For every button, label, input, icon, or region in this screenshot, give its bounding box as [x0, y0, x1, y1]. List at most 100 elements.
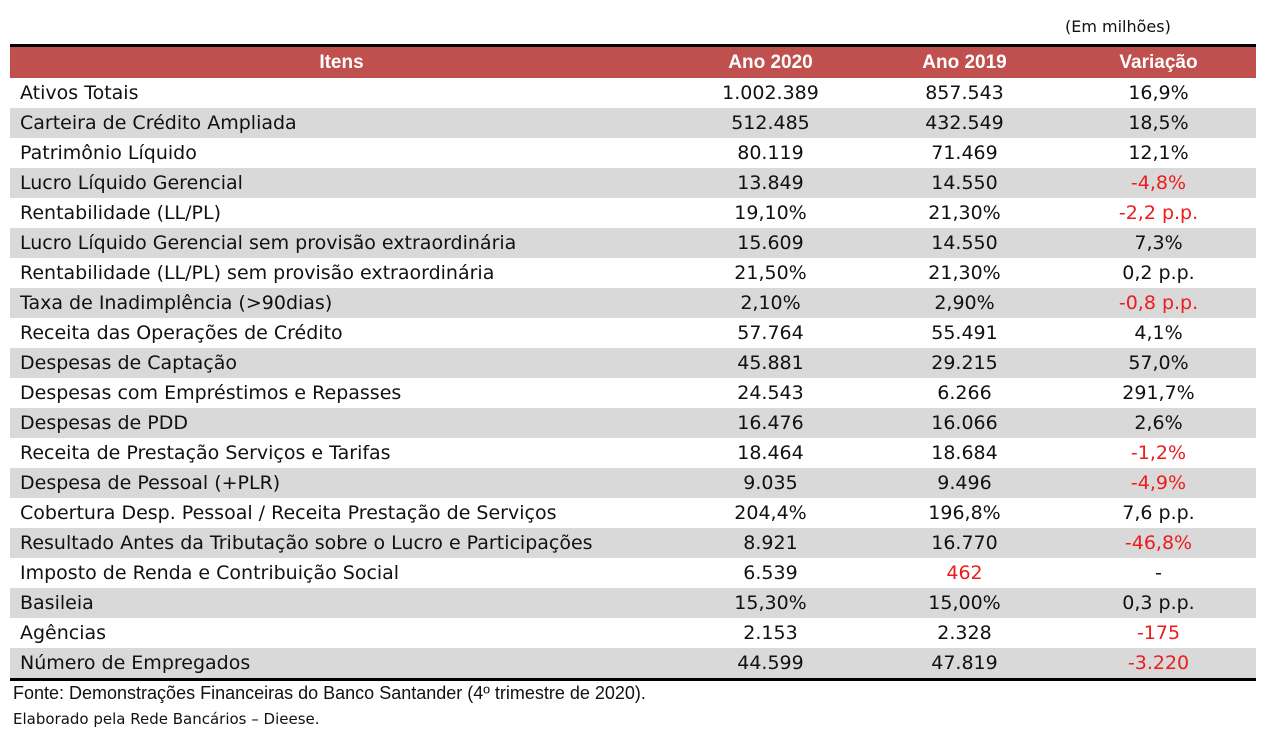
table-row: Agências 2.153 2.328 -175: [10, 618, 1256, 648]
financial-table: Itens Ano 2020 Ano 2019 Variação Ativos …: [10, 44, 1256, 681]
row-item-label: Despesas de Captação: [10, 348, 673, 378]
row-variation: -46,8%: [1061, 528, 1256, 558]
table-row: Taxa de Inadimplência (>90dias) 2,10% 2,90…: [10, 288, 1256, 318]
header-variation: Variação: [1061, 45, 1256, 78]
row-value-2019: 14.550: [868, 228, 1061, 258]
row-variation: 0,3 p.p.: [1061, 588, 1256, 618]
row-value-2019: 16.066: [868, 408, 1061, 438]
row-variation: 16,9%: [1061, 78, 1256, 108]
row-item-label: Lucro Líquido Gerencial sem provisão ext…: [10, 228, 673, 258]
row-item-label: Número de Empregados: [10, 648, 673, 680]
table-row: Lucro Líquido Gerencial sem provisão ext…: [10, 228, 1256, 258]
row-value-2019: 47.819: [868, 648, 1061, 680]
table-row: Receita das Operações de Crédito 57.764 55…: [10, 318, 1256, 348]
row-value-2019: 21,30%: [868, 198, 1061, 228]
table-row: Lucro Líquido Gerencial 13.849 14.550 -4,8%: [10, 168, 1256, 198]
row-item-label: Cobertura Desp. Pessoal / Receita Presta…: [10, 498, 673, 528]
row-item-label: Despesa de Pessoal (+PLR): [10, 468, 673, 498]
row-value-2020: 512.485: [673, 108, 868, 138]
table-row: Receita de Prestação Serviços e Tarifas 1…: [10, 438, 1256, 468]
row-variation: -1,2%: [1061, 438, 1256, 468]
row-item-label: Carteira de Crédito Ampliada: [10, 108, 673, 138]
row-variation: -2,2 p.p.: [1061, 198, 1256, 228]
row-value-2020: 57.764: [673, 318, 868, 348]
row-variation: 4,1%: [1061, 318, 1256, 348]
row-value-2019: 21,30%: [868, 258, 1061, 288]
row-value-2020: 1.002.389: [673, 78, 868, 108]
row-value-2019: 14.550: [868, 168, 1061, 198]
row-value-2020: 8.921: [673, 528, 868, 558]
row-value-2019: 2,90%: [868, 288, 1061, 318]
table-row: Cobertura Desp. Pessoal / Receita Presta…: [10, 498, 1256, 528]
row-value-2020: 45.881: [673, 348, 868, 378]
row-value-2019: 432.549: [868, 108, 1061, 138]
row-item-label: Agências: [10, 618, 673, 648]
row-item-label: Despesas com Empréstimos e Repasses: [10, 378, 673, 408]
table-row: Despesas de PDD 16.476 16.066 2,6%: [10, 408, 1256, 438]
row-value-2020: 6.539: [673, 558, 868, 588]
row-item-label: Receita das Operações de Crédito: [10, 318, 673, 348]
table-row: Basileia 15,30% 15,00% 0,3 p.p.: [10, 588, 1256, 618]
row-variation: -: [1061, 558, 1256, 588]
table-header-row: Itens Ano 2020 Ano 2019 Variação: [10, 45, 1256, 78]
row-item-label: Despesas de PDD: [10, 408, 673, 438]
row-value-2019: 857.543: [868, 78, 1061, 108]
row-variation: -4,9%: [1061, 468, 1256, 498]
row-variation: 57,0%: [1061, 348, 1256, 378]
row-value-2020: 16.476: [673, 408, 868, 438]
row-variation: 7,6 p.p.: [1061, 498, 1256, 528]
row-value-2020: 44.599: [673, 648, 868, 680]
table-row: Imposto de Renda e Contribuição Social 6.…: [10, 558, 1256, 588]
row-value-2020: 15,30%: [673, 588, 868, 618]
row-value-2020: 21,50%: [673, 258, 868, 288]
row-value-2020: 18.464: [673, 438, 868, 468]
header-items: Itens: [10, 45, 673, 78]
header-year-2020: Ano 2020: [673, 45, 868, 78]
row-value-2020: 19,10%: [673, 198, 868, 228]
row-value-2019: 2.328: [868, 618, 1061, 648]
row-value-2019: 15,00%: [868, 588, 1061, 618]
row-item-label: Lucro Líquido Gerencial: [10, 168, 673, 198]
row-variation: 2,6%: [1061, 408, 1256, 438]
table-row: Ativos Totais 1.002.389 857.543 16,9%: [10, 78, 1256, 108]
row-variation: 18,5%: [1061, 108, 1256, 138]
row-variation: 0,2 p.p.: [1061, 258, 1256, 288]
row-variation: -4,8%: [1061, 168, 1256, 198]
row-value-2019: 462: [868, 558, 1061, 588]
row-value-2020: 13.849: [673, 168, 868, 198]
row-item-label: Rentabilidade (LL/PL): [10, 198, 673, 228]
unit-note: (Em milhões): [1065, 17, 1171, 36]
table-row: Número de Empregados 44.599 47.819 -3.220: [10, 648, 1256, 680]
row-item-label: Taxa de Inadimplência (>90dias): [10, 288, 673, 318]
table-row: Resultado Antes da Tributação sobre o Lu…: [10, 528, 1256, 558]
row-item-label: Receita de Prestação Serviços e Tarifas: [10, 438, 673, 468]
row-value-2020: 204,4%: [673, 498, 868, 528]
table-row: Despesa de Pessoal (+PLR) 9.035 9.496 -4,9%: [10, 468, 1256, 498]
table-row: Patrimônio Líquido 80.119 71.469 12,1%: [10, 138, 1256, 168]
row-value-2020: 24.543: [673, 378, 868, 408]
row-item-label: Patrimônio Líquido: [10, 138, 673, 168]
row-item-label: Ativos Totais: [10, 78, 673, 108]
row-variation: 12,1%: [1061, 138, 1256, 168]
row-item-label: Resultado Antes da Tributação sobre o Lu…: [10, 528, 673, 558]
row-value-2019: 71.469: [868, 138, 1061, 168]
author-note: Elaborado pela Rede Bancários – Dieese.: [13, 710, 320, 728]
row-variation: 7,3%: [1061, 228, 1256, 258]
row-variation: -0,8 p.p.: [1061, 288, 1256, 318]
table-row: Rentabilidade (LL/PL) sem provisão extra…: [10, 258, 1256, 288]
row-value-2020: 80.119: [673, 138, 868, 168]
row-variation: -175: [1061, 618, 1256, 648]
row-item-label: Imposto de Renda e Contribuição Social: [10, 558, 673, 588]
row-value-2019: 55.491: [868, 318, 1061, 348]
row-value-2019: 196,8%: [868, 498, 1061, 528]
source-note: Fonte: Demonstrações Financeiras do Banc…: [13, 683, 646, 703]
row-variation: 291,7%: [1061, 378, 1256, 408]
table-row: Despesas com Empréstimos e Repasses 24.54…: [10, 378, 1256, 408]
table-row: Carteira de Crédito Ampliada 512.485 432.5…: [10, 108, 1256, 138]
row-value-2019: 18.684: [868, 438, 1061, 468]
row-value-2019: 6.266: [868, 378, 1061, 408]
row-item-label: Basileia: [10, 588, 673, 618]
row-value-2019: 29.215: [868, 348, 1061, 378]
row-value-2020: 9.035: [673, 468, 868, 498]
header-year-2019: Ano 2019: [868, 45, 1061, 78]
